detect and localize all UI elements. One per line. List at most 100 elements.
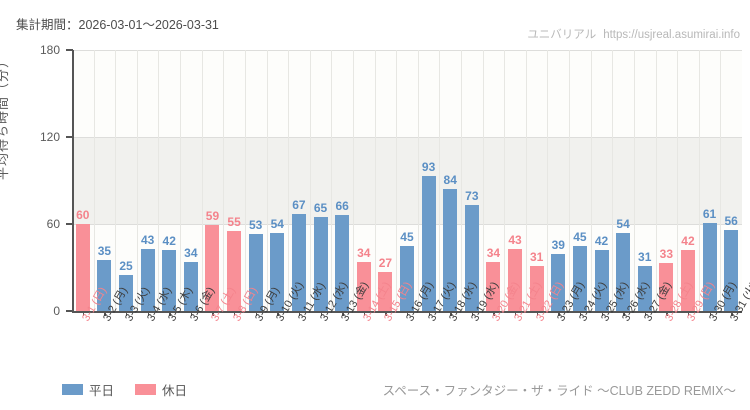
- bar[interactable]: [637, 266, 652, 311]
- bar-value-label: 31: [638, 250, 652, 265]
- bar[interactable]: [572, 245, 587, 311]
- bar-value-label: 34: [357, 245, 371, 260]
- bar-value-label: 33: [659, 247, 674, 262]
- y-tick-label: 60: [46, 217, 60, 231]
- vertical-gridline: [699, 50, 700, 311]
- bar-slot: 42: [591, 50, 613, 311]
- bar[interactable]: [205, 225, 220, 311]
- bar-value-label: 73: [465, 189, 479, 204]
- vertical-gridline: [115, 50, 116, 311]
- bar[interactable]: [443, 189, 458, 311]
- bar-slot: 53: [245, 50, 267, 311]
- vertical-gridline: [137, 50, 138, 311]
- bar[interactable]: [97, 260, 112, 311]
- horizontal-gridline: [72, 50, 742, 51]
- bar-value-label: 34: [486, 245, 501, 260]
- bar[interactable]: [378, 271, 393, 311]
- y-tick-mark: [66, 49, 73, 51]
- vertical-gridline: [310, 50, 311, 311]
- bar[interactable]: [313, 216, 328, 311]
- bar[interactable]: [659, 263, 674, 311]
- bar-value-label: 61: [702, 206, 717, 221]
- vertical-gridline: [591, 50, 592, 311]
- bar-value-label: 45: [400, 229, 414, 244]
- bar[interactable]: [399, 245, 414, 311]
- vertical-gridline: [504, 50, 505, 311]
- bar[interactable]: [162, 250, 177, 311]
- vertical-gridline: [353, 50, 354, 311]
- bar[interactable]: [356, 261, 371, 311]
- y-tick-mark: [66, 310, 73, 312]
- legend-item[interactable]: 休日: [135, 380, 187, 399]
- vertical-gridline: [677, 50, 678, 311]
- bar[interactable]: [270, 232, 285, 311]
- bar[interactable]: [486, 261, 501, 311]
- bar[interactable]: [616, 232, 631, 311]
- vertical-gridline: [547, 50, 548, 311]
- bar[interactable]: [291, 213, 306, 311]
- bar-slot: 45: [396, 50, 418, 311]
- bar[interactable]: [248, 234, 263, 311]
- bar[interactable]: [335, 215, 350, 311]
- bar-value-label: 43: [140, 232, 155, 247]
- bar-slot: 60: [72, 50, 94, 311]
- bar[interactable]: [551, 254, 566, 311]
- bar[interactable]: [119, 274, 134, 311]
- x-tick-mark: [666, 311, 668, 316]
- bar[interactable]: [680, 250, 695, 311]
- bar[interactable]: [724, 229, 739, 311]
- bar[interactable]: [421, 176, 436, 311]
- bar[interactable]: [75, 224, 90, 311]
- vertical-gridline: [158, 50, 159, 311]
- vertical-gridline: [245, 50, 246, 311]
- legend-item[interactable]: 平日: [62, 380, 114, 399]
- bar[interactable]: [464, 205, 479, 311]
- bar[interactable]: [227, 231, 242, 311]
- vertical-gridline: [483, 50, 484, 311]
- vertical-gridline: [375, 50, 376, 311]
- x-tick-mark: [82, 311, 85, 316]
- vertical-gridline: [288, 50, 289, 311]
- bar-value-label: 66: [335, 199, 349, 214]
- x-tick-label: 3-6 (金): [187, 285, 217, 324]
- bar-value-label: 56: [724, 213, 738, 228]
- bar-slot: 42: [677, 50, 699, 311]
- bar[interactable]: [702, 222, 717, 311]
- bar-slot: 54: [612, 50, 634, 311]
- x-tick-label: 3-31 (火): [728, 279, 750, 324]
- legend-swatch-icon: [62, 384, 83, 395]
- x-tick-mark: [363, 311, 366, 316]
- legend-label: 休日: [162, 384, 188, 398]
- bar-slot: 25: [115, 50, 137, 311]
- x-tick-label: 3-12 (水): [318, 280, 350, 324]
- vertical-gridline: [202, 50, 203, 311]
- x-tick-label: 3-16 (月): [404, 280, 436, 324]
- x-tick-label: 3-20 (金): [491, 280, 523, 324]
- x-tick-mark: [385, 311, 387, 316]
- x-tick-mark: [623, 311, 625, 316]
- bar[interactable]: [529, 266, 544, 311]
- x-tick-label: 3-9 (月): [252, 285, 282, 324]
- x-tick-mark: [169, 311, 171, 316]
- vertical-gridline: [267, 50, 268, 311]
- bar-slot: 59: [202, 50, 224, 311]
- bar[interactable]: [508, 248, 523, 311]
- bar[interactable]: [594, 250, 609, 311]
- brand-url[interactable]: https://usjreal.asumirai.info: [603, 29, 740, 41]
- bar-slot: 34: [353, 50, 375, 311]
- bar-value-label: 53: [249, 218, 263, 233]
- x-tick-mark: [320, 311, 322, 316]
- bar-slot: 73: [461, 50, 483, 311]
- x-tick-mark: [126, 311, 128, 316]
- x-tick-mark: [147, 311, 150, 316]
- bar[interactable]: [140, 248, 155, 311]
- vertical-gridline: [461, 50, 462, 311]
- y-tick-label: 120: [39, 130, 60, 144]
- y-axis-title: 平均待ち時間（分）: [0, 53, 10, 180]
- x-tick-label: 3-7 (土): [210, 285, 239, 323]
- x-tick-mark: [601, 311, 603, 316]
- x-tick-mark: [277, 311, 279, 316]
- bar[interactable]: [183, 261, 198, 311]
- bar-slot: 31: [634, 50, 656, 311]
- bar-value-label: 35: [97, 244, 112, 259]
